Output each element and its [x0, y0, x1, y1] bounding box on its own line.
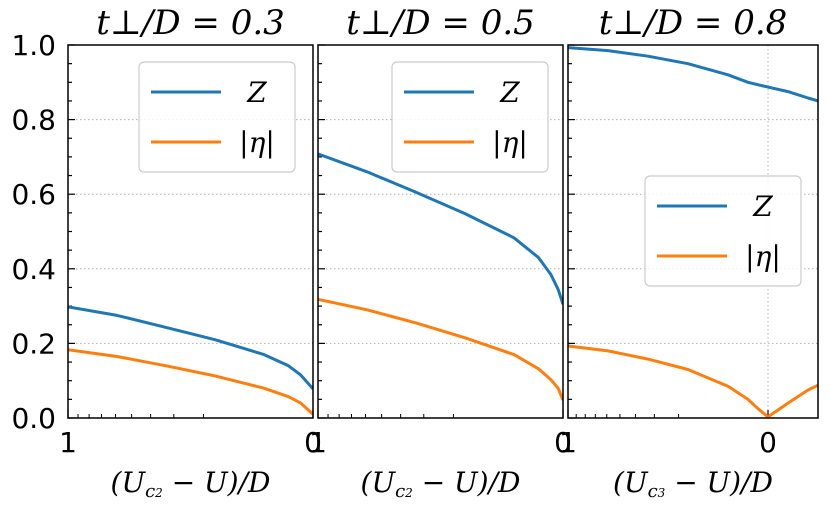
panel-3: 1 0 t⊥/D = 0.8 (Uc3 − U)/D Z |η|	[559, 3, 819, 502]
plot-frame	[567, 44, 819, 419]
x-axis-label-sub: c	[648, 481, 658, 502]
x-axis-label-post: − U)/D	[665, 466, 773, 499]
series-line-eta	[318, 297, 563, 401]
panel-title: t⊥/D = 0.5	[346, 3, 535, 43]
y-tick-label: 0.4	[11, 253, 56, 286]
y-tick-label: 0.6	[11, 178, 56, 211]
legend-label-eta: |η|	[492, 126, 528, 159]
panel-title: t⊥/D = 0.3	[96, 3, 285, 43]
series-line-Z	[568, 46, 818, 103]
panel-2: 1 0 t⊥/D = 0.5 (Uc2 − U)/D Z |η|	[309, 3, 572, 502]
x-tick-label: 1	[309, 426, 327, 459]
series-line-eta	[68, 348, 313, 416]
panel-1: 1 0 t⊥/D = 0.3 (Uc2 − U)/D Z |η|	[59, 3, 322, 502]
x-axis-label: (Uc2 − U)/D	[111, 466, 271, 502]
y-axis-shared: 0.0 0.2 0.4 0.6 0.8 1.0	[11, 29, 56, 435]
x-axis-label-subsub: 2	[404, 486, 413, 500]
legend-label-Z: Z	[499, 76, 520, 109]
x-axis-label: (Uc2 − U)/D	[361, 466, 521, 502]
x-axis-label-post: − U)/D	[163, 466, 271, 499]
x-axis-label-pre: (U	[361, 466, 397, 499]
x-tick-label: 1	[559, 426, 577, 459]
legend-box	[644, 175, 802, 287]
y-tick-label: 1.0	[11, 29, 56, 62]
legend: Z |η|	[391, 61, 549, 173]
x-axis-label-sub: c	[145, 481, 155, 502]
x-axis-label-post: − U)/D	[413, 466, 521, 499]
legend-box	[391, 61, 549, 173]
x-axis-label-sub: c	[395, 481, 405, 502]
legend: Z |η|	[644, 175, 802, 287]
legend-label-Z: Z	[246, 76, 267, 109]
series-line-Z	[68, 305, 313, 390]
x-axis-label-pre: (U	[111, 466, 147, 499]
x-axis-label-subsub: 2	[154, 486, 163, 500]
y-tick-label: 0.0	[11, 402, 56, 435]
panel-title: t⊥/D = 0.8	[599, 3, 788, 43]
series-line-eta	[568, 344, 818, 418]
legend-label-Z: Z	[752, 190, 773, 223]
plot-frame	[67, 44, 314, 419]
x-tick-label: 0	[759, 426, 777, 459]
legend: Z |η|	[138, 61, 296, 173]
x-tick-label: 0	[554, 426, 572, 459]
x-tick-label: 1	[59, 426, 77, 459]
y-tick-label: 0.2	[11, 327, 56, 360]
legend-label-eta: |η|	[745, 240, 781, 273]
legend-box	[138, 61, 296, 173]
x-axis-label-subsub: 3	[658, 486, 666, 500]
x-tick-label: 0	[304, 426, 322, 459]
y-tick-label: 0.8	[11, 104, 56, 137]
x-axis-label: (Uc3 − U)/D	[613, 466, 773, 502]
panels: 1 0t⊥/D = 0.3(Uc2 − U)/DZ|η|1 0t⊥/D = 0.5(…	[59, 3, 819, 502]
series-line-Z	[318, 152, 563, 305]
legend-label-eta: |η|	[239, 126, 275, 159]
x-axis-label-pre: (U	[613, 466, 649, 499]
plot-frame	[317, 44, 564, 419]
